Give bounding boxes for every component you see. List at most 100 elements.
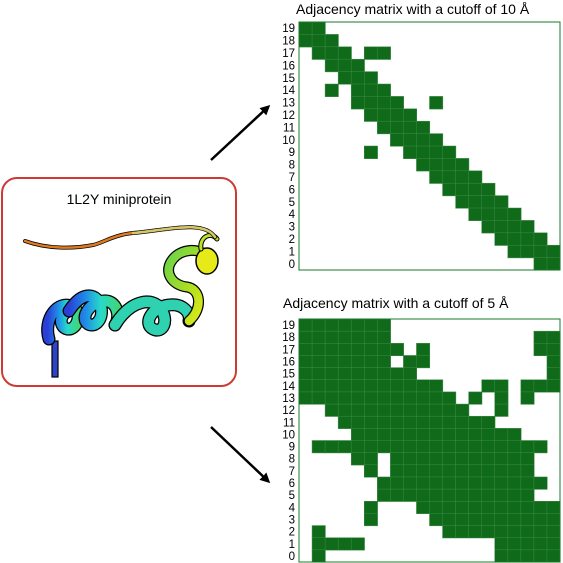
matrix-10a-row-label: 8 xyxy=(289,160,295,172)
matrix-5a-cell-r2-c13 xyxy=(468,525,483,539)
matrix-5a-cell-r14-c8 xyxy=(403,379,417,393)
matrix-10a-row-label: 16 xyxy=(282,60,295,72)
matrix-5a-row-label: 8 xyxy=(289,454,295,466)
matrix-5a-cell-r9-c8 xyxy=(403,440,417,454)
matrix-10a-row-label: 4 xyxy=(289,209,296,221)
matrix-5a-row-label: 6 xyxy=(289,478,295,490)
matrix-5a-cell-r6-c14 xyxy=(481,476,496,490)
matrix-5a-cell-r13-c2 xyxy=(324,391,339,405)
matrix-10a-row-label: 5 xyxy=(289,197,295,209)
matrix-5a-cell-r8-c8 xyxy=(403,452,417,466)
matrix-10a-cell-r17-c6 xyxy=(377,46,391,60)
matrix-5a-cell-r15-c7 xyxy=(390,367,404,381)
matrix-5a-cell-r16-c0 xyxy=(298,355,313,369)
matrix-5a-cell-r7-c15 xyxy=(494,464,509,478)
matrix-5a-cell-r14-c14 xyxy=(481,379,496,393)
matrix-5a-cell-r4-c5 xyxy=(364,501,378,514)
matrix-5a-cell-r14-c18 xyxy=(533,379,548,393)
matrix-5a-cell-r7-c11 xyxy=(442,464,457,478)
matrix-5a-cell-r3-c17 xyxy=(520,513,535,527)
matrix-5a-cell-r14-c6 xyxy=(377,379,391,393)
matrix-5a-cell-r7-c12 xyxy=(455,464,470,478)
matrix-5a-cell-r14-c19 xyxy=(546,379,561,393)
matrix-10a-row-label: 11 xyxy=(283,122,295,134)
matrix-5a-cell-r16-c5 xyxy=(364,355,378,369)
matrix-5a-cell-r18-c5 xyxy=(364,330,378,344)
matrix-10a-row-label: 3 xyxy=(289,222,295,234)
matrix-5a-cell-r10-c7 xyxy=(390,428,404,442)
matrix-5a-row-label: 1 xyxy=(289,539,295,551)
matrix-5a-cell-r11-c9 xyxy=(416,415,431,429)
matrix-5a-cell-r17-c2 xyxy=(324,343,339,356)
matrix-5a-cell-r12-c2 xyxy=(324,403,339,417)
matrix-5a-row-label: 3 xyxy=(289,514,295,526)
matrix-5a-cell-r6-c12 xyxy=(455,476,470,490)
matrix-5a-cell-r14-c0 xyxy=(298,379,313,393)
matrix-5a-cell-r2-c18 xyxy=(533,525,548,539)
matrix-5a-cell-r14-c10 xyxy=(429,379,444,393)
matrix-5a-cell-r6-c15 xyxy=(494,476,509,490)
matrix-10a-row-label: 15 xyxy=(282,73,295,85)
matrix-10a-cell-r9-c5 xyxy=(364,145,378,159)
matrix-5a-cell-r10-c6 xyxy=(377,428,391,442)
matrix-5a-cell-r8-c16 xyxy=(507,452,522,466)
matrix-5a-cell-r13-c0 xyxy=(298,391,313,405)
matrix-5a-row-label: 11 xyxy=(283,417,295,429)
matrix-5a-cell-r6-c13 xyxy=(468,476,483,490)
matrix-5a-cell-r8-c10 xyxy=(429,452,444,466)
matrix-5a-cell-r16-c6 xyxy=(377,355,391,369)
matrix-5a-cell-r3-c11 xyxy=(442,513,457,527)
matrix-5a-cell-r9-c11 xyxy=(442,440,457,454)
matrix-5a-cell-r14-c3 xyxy=(337,379,352,393)
matrix-5a-cell-r2-c15 xyxy=(494,525,509,539)
matrix-5a-cell-r6-c10 xyxy=(429,476,444,490)
matrix-5a-row-label: 15 xyxy=(282,369,295,381)
matrix-5a-row-label: 9 xyxy=(289,442,295,454)
matrix-5a-cell-r17-c9 xyxy=(416,343,431,356)
matrix-5a-cell-r11-c3 xyxy=(337,415,352,429)
matrix-5a-cell-r7-c10 xyxy=(429,464,444,478)
matrix-5a-cell-r4-c13 xyxy=(468,501,483,514)
matrix-10a-row-label: 19 xyxy=(282,23,295,35)
matrix-5a-row-label: 10 xyxy=(282,429,295,441)
matrix-5a-cell-r16-c2 xyxy=(324,355,339,369)
matrix-5a-cell-r17-c6 xyxy=(377,343,391,356)
matrix-5a-cell-r5-c14 xyxy=(481,488,496,502)
matrix-5a-cell-r19-c6 xyxy=(377,318,391,332)
matrix-5a-cell-r17-c19 xyxy=(546,343,561,356)
matrix-5a-cell-r4-c15 xyxy=(494,501,509,514)
matrix-5a-cell-r2-c12 xyxy=(455,525,470,539)
matrix-5a-cell-r8-c5 xyxy=(364,452,378,466)
matrix-5a-cell-r9-c9 xyxy=(416,440,431,454)
matrix-5a-cell-r12-c6 xyxy=(377,403,391,417)
matrix-5a-cell-r13-c3 xyxy=(337,391,352,405)
matrix-5a-cell-r1-c4 xyxy=(350,537,365,551)
matrix-5a-cell-r9-c2 xyxy=(324,440,339,454)
matrix-5a-cell-r17-c7 xyxy=(390,343,404,356)
matrix-5a-cell-r9-c12 xyxy=(455,440,470,454)
matrix-5a-cell-r15-c8 xyxy=(403,367,417,381)
matrix-5a-cell-r19-c2 xyxy=(324,318,339,332)
matrix-5a-cell-r5-c16 xyxy=(507,488,522,502)
matrix-10a-row-label: 12 xyxy=(282,110,295,122)
matrix-5a-cell-r1-c19 xyxy=(546,537,561,551)
matrix-5a-row-label: 2 xyxy=(289,527,295,539)
matrix-5a-cell-r1-c3 xyxy=(337,537,352,551)
matrix-5a-cell-r16-c19 xyxy=(546,355,561,369)
matrix-5a-cell-r19-c4 xyxy=(350,318,365,332)
matrix-5a-cell-r10-c13 xyxy=(468,428,483,442)
matrix-5a-cell-r16-c1 xyxy=(311,355,326,369)
matrix-5a-cell-r9-c14 xyxy=(481,440,496,454)
matrix-5a-cell-r17-c3 xyxy=(337,343,352,356)
matrix-5a-cell-r12-c10 xyxy=(429,403,444,417)
matrix-5a-cell-r1-c15 xyxy=(494,537,509,551)
matrix-10a-row-label: 13 xyxy=(282,98,295,110)
matrix-5a-cell-r8-c17 xyxy=(520,452,535,466)
matrix-5a-cell-r10-c14 xyxy=(481,428,496,442)
matrix-5a-cell-r8-c14 xyxy=(481,452,496,466)
turn-segment xyxy=(195,247,219,275)
matrix-5a-cell-r12-c8 xyxy=(403,403,417,417)
matrix-5a-cell-r6-c6 xyxy=(377,476,391,490)
